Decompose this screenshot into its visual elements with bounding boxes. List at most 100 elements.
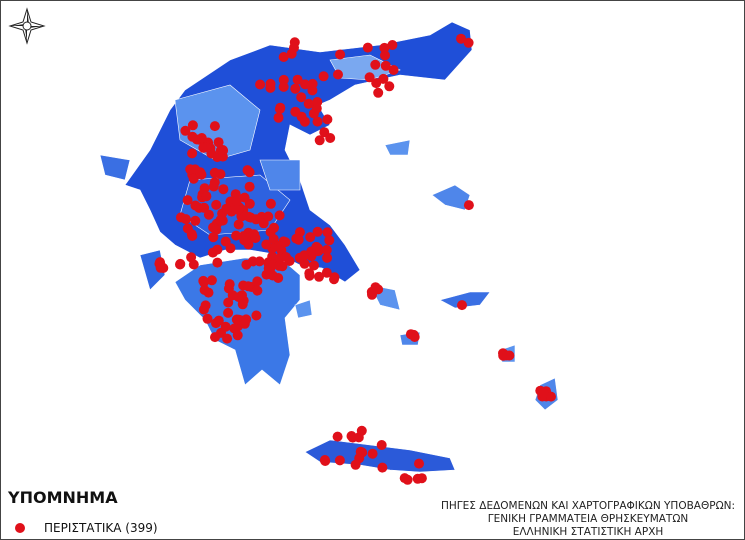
incident-marker [325, 133, 336, 143]
incident-marker [233, 204, 244, 215]
incident-marker [334, 455, 345, 466]
incident-marker [180, 125, 191, 136]
incident-marker [312, 226, 323, 237]
legend-symbol [15, 523, 25, 533]
incident-marker [320, 456, 331, 466]
incident-marker [231, 230, 242, 241]
incident-marker [209, 121, 220, 132]
incident-marker [223, 307, 234, 318]
incident-marker [201, 191, 212, 202]
incident-marker [158, 263, 169, 273]
incident-marker [210, 332, 220, 343]
incident-marker [463, 37, 474, 48]
incident-marker [222, 333, 233, 344]
incident-marker [362, 42, 373, 53]
incident-marker [546, 391, 556, 402]
incident-marker [380, 60, 391, 71]
incident-marker [356, 425, 367, 436]
incident-marker [457, 300, 467, 311]
legend-label: ΠΕΡΙΣΤΑΤΙΚΑ (399) [44, 521, 158, 535]
incident-marker [333, 69, 343, 80]
incident-marker [239, 318, 250, 329]
incident-marker [322, 114, 333, 125]
incident-marker [255, 79, 266, 90]
incident-marker [251, 310, 262, 321]
incident-marker [212, 257, 223, 268]
incident-marker [409, 332, 420, 342]
incident-marker [280, 237, 291, 248]
incident-marker [223, 297, 234, 308]
incident-marker [278, 81, 289, 92]
incident-marker [188, 259, 199, 270]
incident-marker [296, 92, 307, 103]
incident-marker [243, 211, 254, 222]
incident-marker [305, 232, 316, 243]
incident-marker [384, 81, 395, 92]
incident-marker [367, 289, 377, 300]
incident-marker [274, 104, 285, 114]
incident-marker [377, 462, 388, 473]
incident-marker [350, 459, 361, 470]
source-line: ΕΛΛΗΝΙΚΗ ΣΤΑΤΙΣΤΙΚΗ ΑΡΧΗ [513, 526, 664, 538]
incident-marker [212, 244, 223, 255]
incident-marker [463, 200, 474, 211]
incident-marker [176, 212, 186, 223]
incident-marker [239, 192, 250, 203]
incident-marker [321, 245, 332, 255]
incident-marker [332, 431, 343, 442]
incident-marker [322, 252, 333, 263]
incident-marker [299, 116, 310, 127]
incident-marker [278, 52, 289, 62]
incident-marker [182, 195, 193, 206]
incident-marker [252, 276, 263, 287]
incident-marker [307, 78, 318, 89]
incident-marker [274, 260, 285, 271]
incident-marker [379, 42, 390, 53]
incident-marker [195, 167, 206, 178]
incident-marker [233, 219, 244, 230]
incident-marker [322, 227, 333, 238]
incident-marker [224, 279, 235, 290]
incident-marker [232, 330, 243, 341]
legend-title: ΥΠΟΜΝΗΜΑ [7, 488, 118, 507]
compass [8, 7, 46, 45]
incident-marker [318, 71, 329, 82]
incident-marker [364, 72, 375, 83]
incident-marker [289, 37, 300, 48]
incident-marker [185, 164, 196, 175]
incident-marker [201, 142, 212, 153]
incident-marker [261, 239, 272, 250]
incident-markers [154, 33, 556, 485]
incident-marker [373, 87, 384, 98]
incident-marker [252, 285, 263, 296]
incident-marker [329, 274, 339, 285]
incident-marker [218, 184, 229, 195]
incident-marker [243, 281, 254, 292]
incident-marker [206, 275, 217, 286]
incident-marker [306, 246, 317, 257]
incident-marker [208, 222, 219, 233]
incident-marker [231, 196, 242, 207]
incident-marker [290, 106, 301, 117]
incident-marker [209, 167, 220, 178]
incident-marker [402, 474, 413, 485]
incident-marker [335, 49, 346, 60]
incident-marker [370, 282, 381, 293]
incident-marker [314, 135, 325, 146]
incident-marker [498, 350, 509, 361]
incident-marker [238, 231, 249, 242]
incident-marker [227, 290, 238, 301]
incident-marker [416, 473, 427, 484]
source-line: ΓΕΝΙΚΗ ΓΡΑΜΜΑΤΕΙΑ ΘΡΗΣΚΕΥΜΑΤΩΝ [488, 513, 688, 525]
incident-marker [249, 229, 260, 240]
incident-marker [213, 137, 224, 148]
incident-marker [347, 432, 358, 443]
incident-marker [198, 304, 209, 315]
incident-marker [280, 252, 291, 262]
incident-marker [388, 65, 399, 75]
incident-marker [186, 229, 197, 240]
incident-marker [244, 181, 255, 192]
incident-marker [211, 318, 221, 329]
incident-marker [265, 78, 276, 89]
